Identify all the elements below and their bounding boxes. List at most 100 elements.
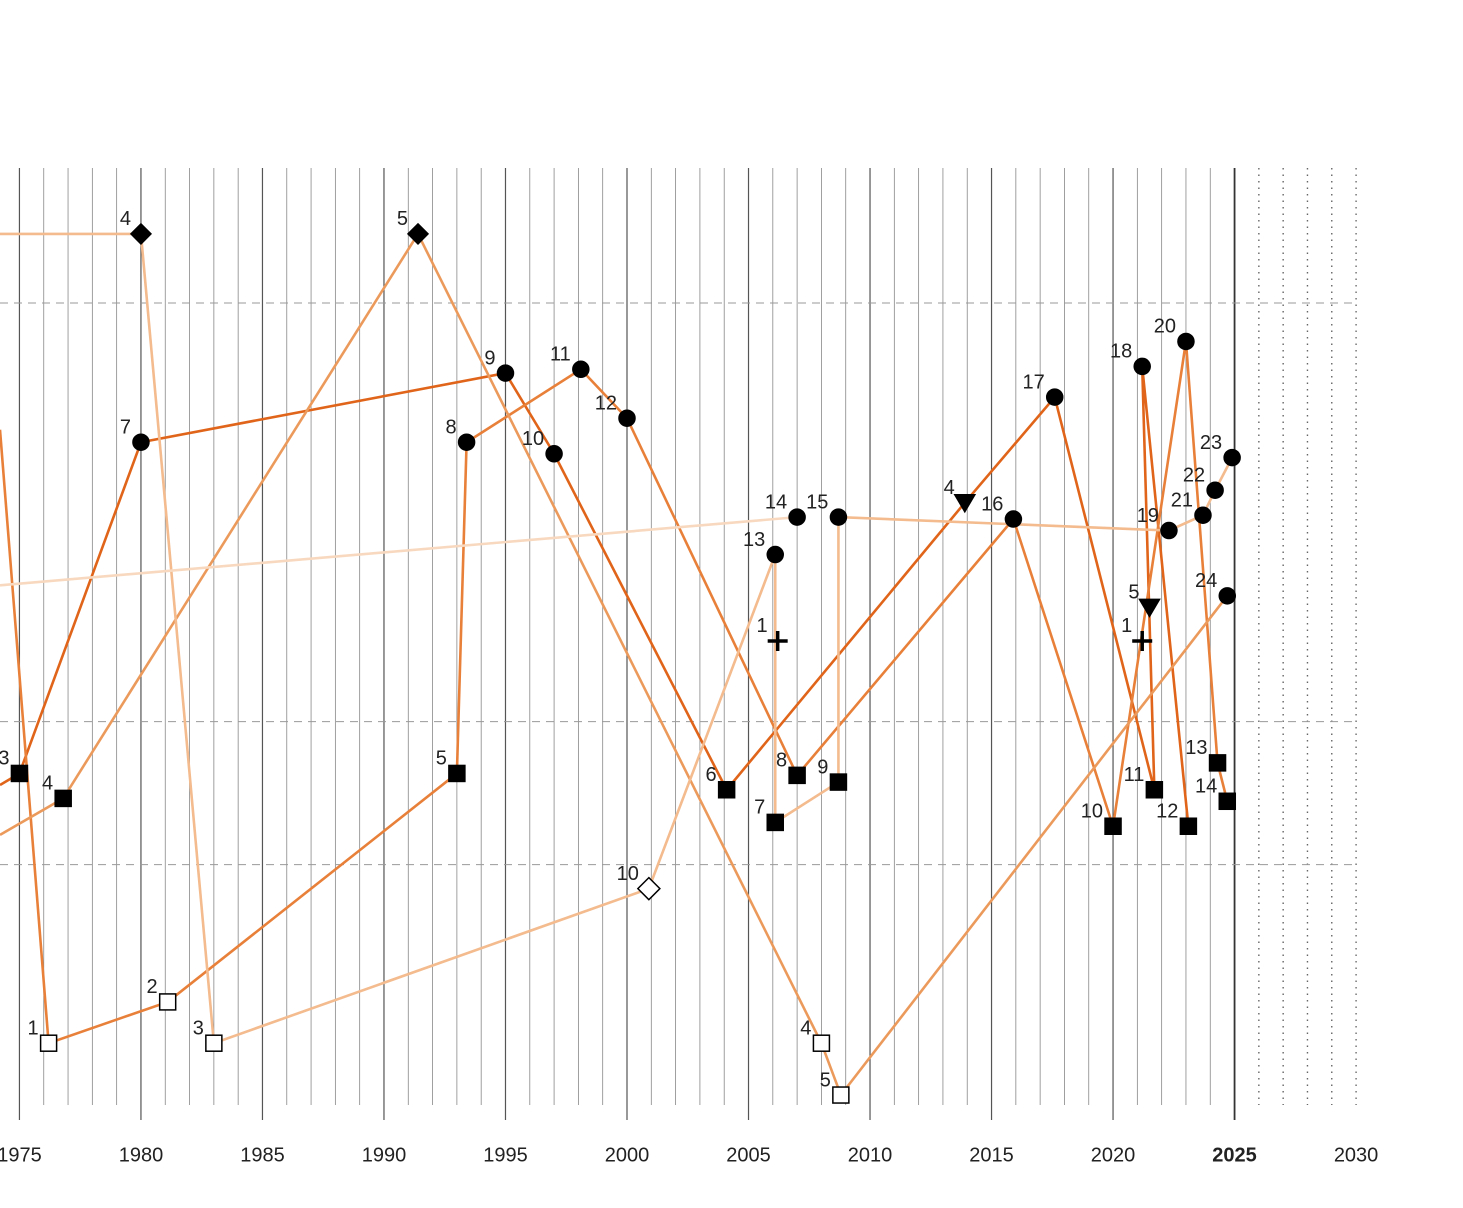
open-square-marker bbox=[832, 1086, 850, 1104]
square-marker bbox=[10, 764, 29, 783]
point-label: 10 bbox=[617, 863, 639, 885]
series-line bbox=[0, 341, 1229, 1045]
series-line bbox=[0, 515, 798, 587]
point-label: 22 bbox=[1183, 465, 1205, 487]
x-tick-label: 2005 bbox=[726, 1144, 771, 1166]
point-label: 23 bbox=[1200, 432, 1222, 454]
circle-marker bbox=[572, 360, 590, 379]
square-marker bbox=[1145, 781, 1164, 799]
open-square-marker bbox=[812, 1034, 831, 1052]
point-label: 1 bbox=[1121, 615, 1132, 637]
series-line bbox=[0, 232, 1234, 1045]
circle-marker bbox=[1223, 448, 1241, 467]
circle-marker bbox=[132, 433, 150, 451]
circle-marker bbox=[1045, 388, 1064, 406]
open-square-marker bbox=[39, 1034, 58, 1052]
square-marker bbox=[54, 789, 72, 808]
point-label: 4 bbox=[42, 773, 53, 795]
x-tick-label: 1990 bbox=[362, 1144, 407, 1166]
square-marker bbox=[829, 773, 848, 791]
point-label: 13 bbox=[1185, 737, 1207, 759]
x-tick-label: 1985 bbox=[240, 1144, 285, 1166]
circle-marker bbox=[496, 364, 515, 382]
point-label: 10 bbox=[1081, 801, 1103, 823]
point-label: 9 bbox=[817, 756, 828, 778]
circle-marker bbox=[1160, 521, 1178, 540]
circle-marker bbox=[788, 508, 806, 526]
point-label: 10 bbox=[522, 428, 544, 450]
point-label: 8 bbox=[445, 417, 456, 439]
point-label: 2 bbox=[147, 976, 158, 998]
circle-marker bbox=[1194, 506, 1212, 524]
square-marker bbox=[1104, 817, 1122, 835]
circle-marker bbox=[545, 445, 563, 463]
point-label: 13 bbox=[743, 529, 765, 551]
x-tick-label: 1995 bbox=[483, 1144, 528, 1166]
x-tick-label: 2015 bbox=[969, 1144, 1014, 1166]
point-label: 16 bbox=[981, 493, 1003, 515]
square-marker bbox=[717, 781, 736, 799]
point-label: 7 bbox=[120, 417, 131, 439]
cross-marker bbox=[1132, 630, 1153, 651]
point-label: 7 bbox=[754, 797, 765, 819]
point-label: 4 bbox=[120, 208, 131, 230]
open-square-marker bbox=[158, 993, 177, 1011]
x-tick-label: 1975 bbox=[0, 1144, 42, 1166]
point-label: 14 bbox=[1195, 776, 1217, 798]
point-label: 19 bbox=[1137, 505, 1159, 527]
point-label: 1 bbox=[757, 615, 768, 637]
circle-marker bbox=[829, 508, 848, 526]
point-label: 11 bbox=[550, 344, 571, 366]
point-label: 24 bbox=[1195, 570, 1217, 592]
x-tick-label: 2030 bbox=[1334, 1144, 1379, 1166]
circle-marker bbox=[618, 409, 636, 427]
x-tick-label: 2000 bbox=[605, 1144, 650, 1166]
point-label: 11 bbox=[1124, 764, 1145, 786]
point-label: 4 bbox=[800, 1017, 811, 1039]
point-label: 6 bbox=[706, 764, 717, 786]
point-label: 1 bbox=[27, 1017, 38, 1039]
open-diamond-marker bbox=[636, 876, 661, 901]
point-label: 5 bbox=[436, 748, 447, 770]
circle-marker bbox=[1177, 332, 1195, 351]
point-label: 5 bbox=[1128, 582, 1139, 604]
point-label: 9 bbox=[484, 347, 495, 369]
point-label: 17 bbox=[1022, 371, 1044, 393]
x-tick-label: 2010 bbox=[848, 1144, 893, 1166]
point-label: 3 bbox=[193, 1017, 204, 1039]
square-marker bbox=[1218, 792, 1237, 811]
point-label: 8 bbox=[776, 750, 787, 772]
diamond-marker bbox=[129, 222, 153, 245]
point-label: 5 bbox=[820, 1069, 831, 1091]
point-label: 18 bbox=[1110, 341, 1132, 363]
square-marker bbox=[788, 766, 806, 785]
point-label: 14 bbox=[765, 491, 787, 513]
point-label: 21 bbox=[1171, 489, 1193, 511]
point-label: 5 bbox=[397, 208, 408, 230]
x-tick-label: 2020 bbox=[1091, 1144, 1136, 1166]
point-label: 15 bbox=[806, 491, 828, 513]
series-line bbox=[0, 366, 1190, 827]
x-tick-label: 2025 bbox=[1212, 1144, 1257, 1166]
square-marker bbox=[1179, 817, 1198, 835]
point-label: 12 bbox=[1156, 801, 1178, 823]
square-marker bbox=[448, 764, 466, 783]
point-label: 20 bbox=[1154, 316, 1176, 338]
open-square-marker bbox=[205, 1034, 223, 1052]
circle-marker bbox=[766, 545, 784, 564]
circle-marker bbox=[1218, 587, 1237, 605]
triangle-marker bbox=[953, 493, 977, 514]
circle-marker bbox=[1004, 510, 1023, 528]
square-marker bbox=[1208, 754, 1227, 772]
triangle-marker bbox=[1138, 598, 1161, 618]
circle-marker bbox=[457, 433, 476, 451]
point-label: 12 bbox=[595, 393, 617, 415]
point-label: 3 bbox=[0, 748, 9, 770]
square-marker bbox=[766, 813, 784, 832]
cross-marker bbox=[767, 630, 788, 651]
circle-marker bbox=[1133, 357, 1151, 376]
point-label: 4 bbox=[944, 477, 955, 499]
x-tick-label: 1980 bbox=[119, 1144, 164, 1166]
diamond-marker bbox=[406, 222, 430, 245]
